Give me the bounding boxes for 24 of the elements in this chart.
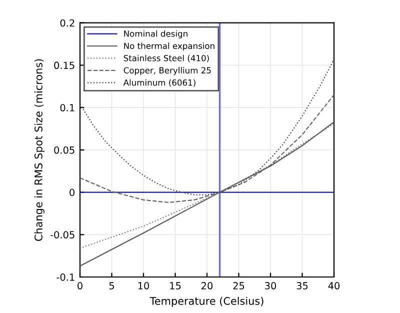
x-tick-label: 10 (138, 282, 150, 290)
y-tick-label: -0.1 (56, 273, 74, 281)
y-tick-label: 0.15 (54, 62, 74, 70)
x-tick-label: 30 (265, 282, 276, 290)
y-tick-label: 0.2 (60, 19, 74, 27)
y-tick-label: 0.1 (60, 104, 74, 112)
x-tick-label: 25 (233, 282, 244, 290)
y-tick-label: 0.05 (54, 146, 74, 154)
legend-label: Stainless Steel (410) (124, 54, 209, 62)
legend-label: No thermal expansion (124, 42, 214, 51)
x-tick-label: 5 (109, 282, 114, 290)
x-tick-label: 20 (202, 282, 213, 290)
x-tick-label: 40 (328, 282, 340, 290)
line-series (80, 94, 334, 204)
legend-label: Nominal design (124, 30, 188, 38)
y-tick-label: 0 (70, 188, 74, 196)
y-axis-title: Change in RMS Spot Size (microns) (34, 59, 44, 241)
x-tick-label: 15 (170, 282, 181, 290)
x-tick-label: 0 (78, 282, 82, 290)
y-tick-label: -0.05 (50, 231, 74, 238)
legend-label: Aluminum (6061) (123, 79, 196, 87)
x-tick-label: 35 (296, 282, 308, 290)
legend-label: Copper, Beryllium 25 (124, 67, 211, 76)
x-axis-title: Temperature (Celsius) (150, 296, 264, 307)
